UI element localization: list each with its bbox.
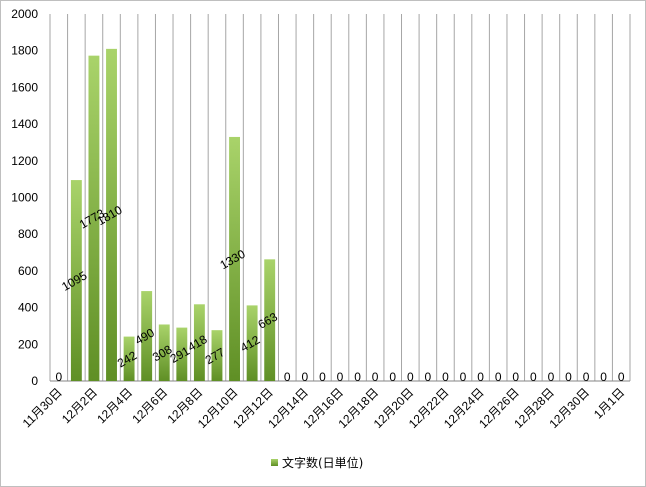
legend: 文字数(日単位): [271, 455, 363, 470]
bar: [193, 304, 205, 381]
bar: [70, 180, 82, 381]
data-label: 0: [372, 370, 379, 384]
legend-label: 文字数(日単位): [282, 455, 363, 470]
y-tick-label: 800: [18, 227, 38, 241]
data-label: 0: [337, 370, 344, 384]
y-tick-label: 1200: [11, 154, 38, 168]
data-label: 0: [600, 370, 607, 384]
gridlines: [49, 14, 631, 382]
x-tick-label: 12月6日: [129, 385, 170, 426]
y-tick-label: 400: [18, 301, 38, 315]
bar: [264, 259, 276, 381]
bar: [176, 327, 188, 381]
data-label: 277: [203, 345, 228, 367]
bar: [106, 48, 117, 382]
x-tick-label: 1月1日: [591, 385, 627, 421]
y-tick-label: 2000: [11, 7, 38, 21]
data-label: 242: [115, 348, 140, 370]
data-label: 0: [284, 370, 291, 384]
bar: [88, 55, 100, 381]
data-label: 0: [460, 370, 467, 384]
x-axis: 11月30日12月2日12月4日12月6日12月8日12月10日12月12日12…: [20, 385, 628, 431]
bar: [211, 330, 223, 381]
bar: [123, 336, 135, 381]
y-tick-label: 200: [18, 337, 38, 351]
y-tick-label: 600: [18, 264, 38, 278]
x-tick-label: 11月30日: [20, 385, 65, 430]
bar: [229, 136, 240, 381]
data-label: 0: [425, 370, 432, 384]
data-label: 0: [477, 370, 484, 384]
data-label: 0: [565, 370, 572, 384]
y-tick-label: 0: [31, 374, 38, 388]
bars: [70, 48, 276, 382]
data-label: 0: [618, 370, 625, 384]
bar: [246, 305, 258, 381]
data-label: 0: [354, 370, 361, 384]
bar: [141, 291, 153, 381]
data-label: 0: [407, 370, 414, 384]
x-tick-label: 12月4日: [94, 385, 135, 426]
data-label: 0: [495, 370, 502, 384]
data-label: 0: [302, 370, 309, 384]
data-label: 0: [55, 370, 62, 384]
data-label: 0: [530, 370, 537, 384]
bar: [158, 324, 170, 381]
x-tick-label: 12月2日: [59, 385, 100, 426]
legend-swatch: [271, 459, 278, 466]
y-tick-label: 1400: [11, 117, 38, 131]
y-tick-label: 1600: [11, 80, 38, 94]
y-tick-label: 1000: [11, 191, 38, 205]
data-label: 412: [238, 333, 263, 355]
data-label: 0: [583, 370, 590, 384]
data-label: 663: [256, 309, 281, 331]
y-axis: 0 200 400 600 800 1000 1200 1400 1600 1800 2000: [11, 7, 38, 388]
data-label: 490: [132, 325, 157, 347]
data-label: 0: [319, 370, 326, 384]
data-label: 0: [389, 370, 396, 384]
y-tick-label: 1800: [11, 44, 38, 58]
data-label: 0: [442, 370, 449, 384]
data-label: 0: [548, 370, 555, 384]
data-labels: 0109517731810242490308291418277133041266…: [55, 203, 624, 384]
data-label: 0: [512, 370, 519, 384]
